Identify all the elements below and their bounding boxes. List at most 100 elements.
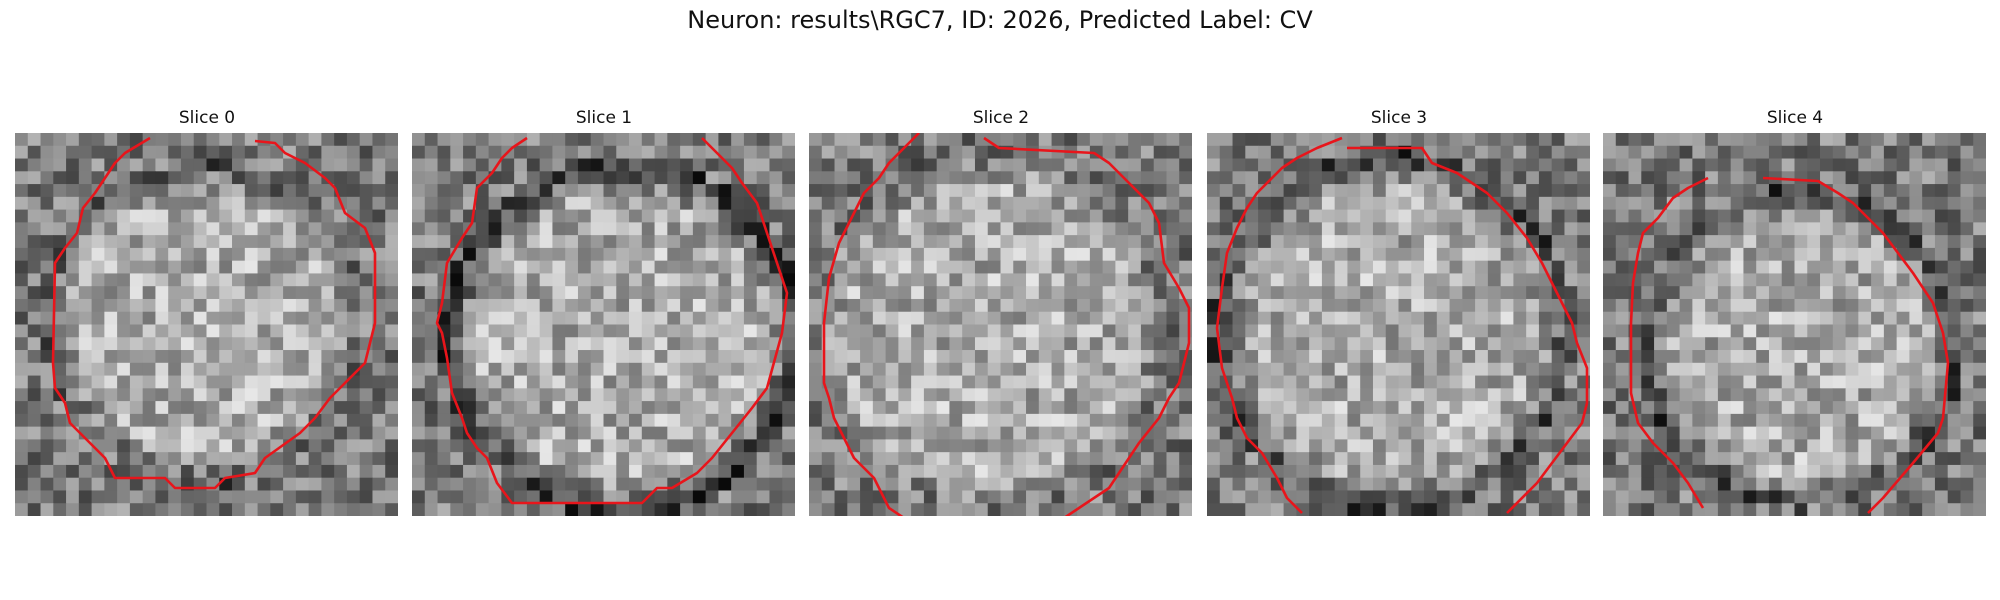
pixel-cell [424, 286, 438, 300]
pixel-cell [193, 490, 207, 504]
pixel-cell [180, 286, 195, 300]
pixel-cell [424, 235, 438, 249]
pixel-cell [809, 273, 823, 287]
pixel-cell [1513, 375, 1527, 389]
pixel-cell [142, 388, 156, 402]
pixel-cell [270, 401, 284, 415]
pixel-cell [78, 464, 92, 479]
pixel-cell [898, 158, 912, 172]
pixel-cell [1347, 464, 1361, 479]
pixel-cell [1794, 311, 1808, 325]
pixel-cell [539, 171, 553, 185]
pixel-cell [1051, 375, 1065, 389]
pixel-cell [232, 324, 246, 338]
pixel-cell [834, 260, 848, 274]
pixel-cell [1871, 375, 1885, 389]
pixel-cell [372, 324, 386, 338]
pixel-cell [295, 477, 310, 491]
pixel-cell [346, 490, 361, 504]
pixel-cell [1960, 247, 1974, 262]
pixel-cell [219, 273, 233, 287]
pixel-cell [987, 158, 1001, 172]
pixel-cell [1051, 171, 1065, 185]
pixel-cell [718, 452, 732, 466]
pixel-cell [1411, 362, 1425, 376]
pixel-cell [705, 362, 719, 376]
pixel-cell [206, 439, 220, 453]
pixel-cell [295, 413, 310, 428]
pixel-cell [308, 439, 322, 453]
pixel-cell [974, 490, 989, 504]
pixel-cell [1628, 426, 1642, 440]
pixel-cell [1538, 439, 1553, 453]
pixel-cell [1820, 337, 1834, 351]
pixel-cell [552, 477, 566, 491]
pixel-cell [1500, 145, 1514, 159]
pixel-cell [1398, 439, 1412, 453]
pixel-cell [1577, 490, 1590, 504]
pixel-cell [680, 413, 694, 428]
pixel-cell [1000, 273, 1014, 287]
pixel-cell [1475, 260, 1489, 274]
pixel-cell [1947, 298, 1961, 313]
pixel-cell [834, 133, 848, 147]
pixel-cell [1436, 401, 1450, 415]
pixel-cell [129, 426, 144, 440]
pixel-cell [1641, 337, 1655, 351]
pixel-cell [1309, 464, 1323, 479]
pixel-cell [1038, 452, 1052, 466]
pixel-cell [565, 184, 579, 198]
pixel-cell [1140, 401, 1155, 415]
pixel-cell [782, 145, 795, 159]
pixel-cell [15, 235, 29, 249]
pixel-cell [437, 452, 451, 466]
pixel-cell [1960, 184, 1974, 198]
pixel-cell [1026, 260, 1040, 274]
pixel-cell [1026, 171, 1040, 185]
pixel-cell [616, 426, 630, 440]
pixel-cell [1641, 209, 1655, 223]
pixel-cell [1179, 222, 1192, 236]
pixel-cell [718, 350, 732, 364]
pixel-cell [1411, 311, 1425, 325]
pixel-cell [1207, 298, 1221, 313]
pixel-cell [308, 247, 322, 262]
pixel-cell [680, 375, 694, 389]
pixel-cell [1487, 196, 1502, 210]
pixel-cell [1283, 452, 1297, 466]
pixel-cell [1615, 184, 1629, 198]
pixel-cell [501, 222, 515, 236]
pixel-cell [590, 477, 604, 491]
pixel-cell [590, 439, 604, 453]
pixel-cell [539, 196, 553, 210]
pixel-cell [962, 286, 976, 300]
pixel-cell [756, 350, 770, 364]
pixel-cell [1487, 337, 1502, 351]
pixel-cell [821, 247, 835, 262]
pixel-cell [1321, 222, 1336, 236]
pixel-cell [1526, 503, 1540, 516]
pixel-cell [1449, 273, 1463, 287]
pixel-cell [180, 337, 195, 351]
pixel-cell [1475, 362, 1489, 376]
pixel-cell [1077, 196, 1091, 210]
pixel-cell [168, 350, 182, 364]
pixel-cell [359, 311, 373, 325]
pixel-cell [526, 401, 541, 415]
pixel-cell [641, 286, 655, 300]
pixel-cell [359, 503, 373, 516]
pixel-cell [821, 158, 835, 172]
pixel-cell [1102, 426, 1116, 440]
pixel-cell [283, 413, 297, 428]
pixel-cell [1000, 350, 1014, 364]
pixel-cell [1385, 464, 1399, 479]
pixel-cell [1960, 260, 1974, 274]
pixel-cell [1245, 477, 1259, 491]
pixel-cell [1140, 184, 1155, 198]
pixel-cell [616, 235, 630, 249]
pixel-cell [1922, 222, 1936, 236]
pixel-cell [1309, 426, 1323, 440]
pixel-cell [1973, 388, 1986, 402]
pixel-cell [1973, 209, 1986, 223]
pixel-cell [1845, 324, 1859, 338]
